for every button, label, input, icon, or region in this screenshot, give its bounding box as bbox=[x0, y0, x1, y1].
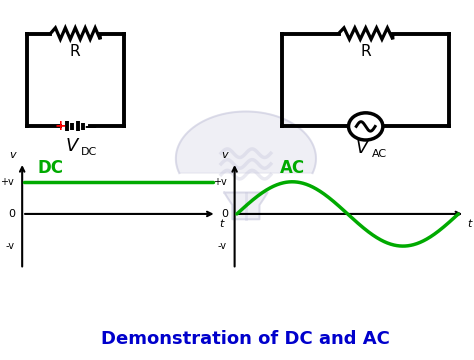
Text: AC: AC bbox=[280, 159, 305, 177]
Polygon shape bbox=[176, 112, 316, 173]
Text: R: R bbox=[70, 44, 81, 59]
Text: +: + bbox=[54, 119, 66, 133]
Text: V: V bbox=[65, 137, 78, 155]
Text: v: v bbox=[221, 150, 228, 160]
Text: Demonstration of DC and AC: Demonstration of DC and AC bbox=[101, 330, 391, 348]
Text: -v: -v bbox=[218, 241, 227, 251]
Text: AC: AC bbox=[372, 149, 387, 159]
Text: +v: +v bbox=[0, 177, 14, 187]
Text: t: t bbox=[467, 219, 472, 229]
Circle shape bbox=[348, 113, 383, 140]
Text: +v: +v bbox=[213, 177, 227, 187]
Text: DC: DC bbox=[81, 147, 97, 157]
Text: 0: 0 bbox=[9, 209, 15, 219]
Text: −: − bbox=[84, 117, 98, 135]
Text: 0: 0 bbox=[221, 209, 228, 219]
Text: -v: -v bbox=[5, 241, 14, 251]
Text: V: V bbox=[356, 139, 368, 157]
Text: v: v bbox=[9, 150, 15, 160]
Text: R: R bbox=[360, 44, 371, 59]
Text: t: t bbox=[219, 219, 223, 229]
Text: DC: DC bbox=[38, 159, 64, 177]
Polygon shape bbox=[224, 193, 268, 219]
